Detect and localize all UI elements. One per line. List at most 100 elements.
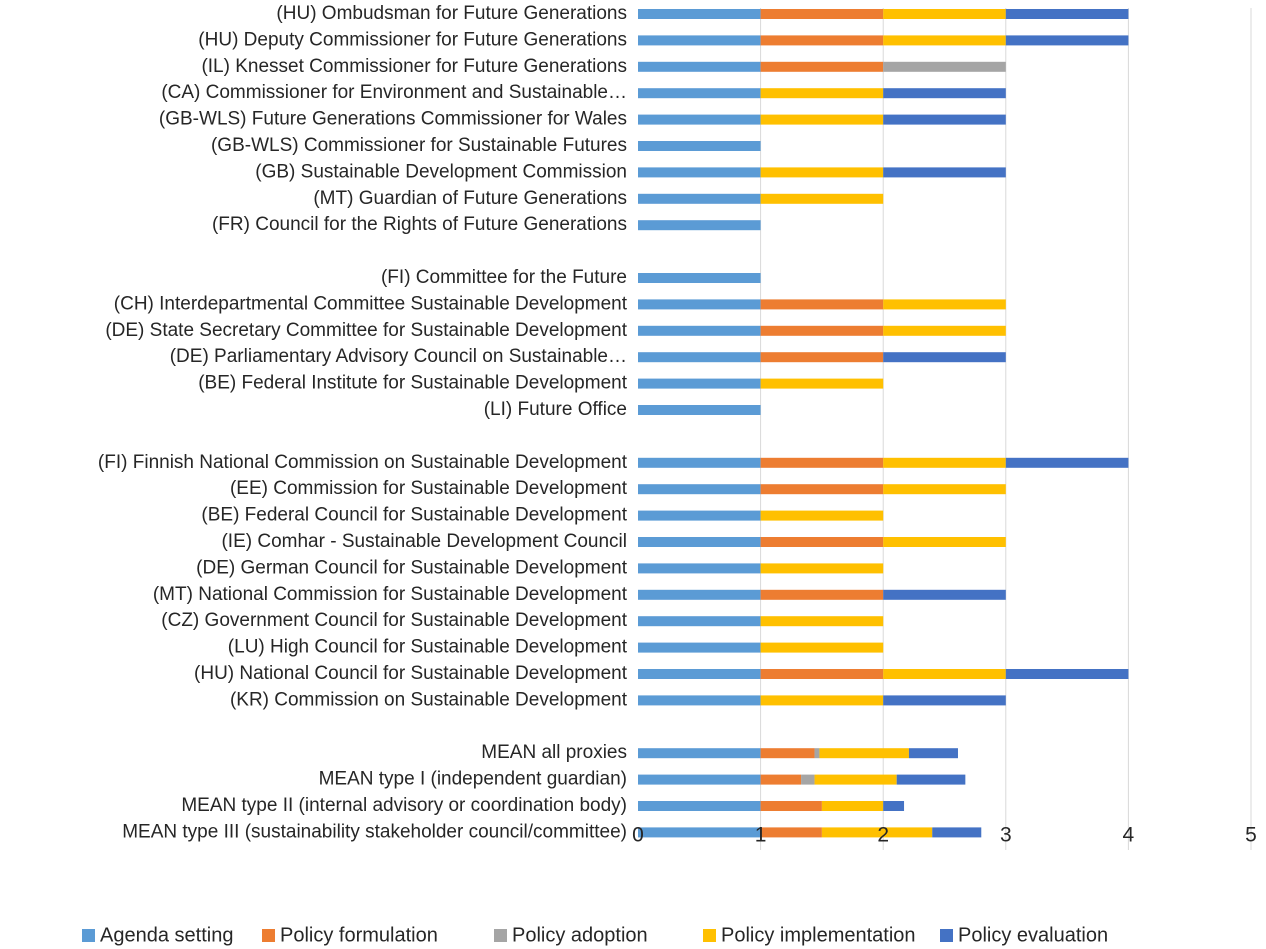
category-label: (FI) Finnish National Commission on Sust… bbox=[98, 452, 628, 473]
bar-segment-agenda-setting bbox=[638, 405, 761, 415]
bar-segment-policy-formulation bbox=[760, 457, 884, 468]
bar-segment-policy-evaluation bbox=[908, 748, 958, 759]
bar-segment-policy-evaluation bbox=[1005, 9, 1129, 19]
x-tick-label-0: 0 bbox=[632, 824, 644, 847]
category-label: (FI) Committee for the Future bbox=[381, 267, 627, 288]
category-label: MEAN type III (sustainability stakeholde… bbox=[122, 821, 627, 842]
bar-segment-policy-evaluation bbox=[883, 88, 1006, 99]
legend-swatch-policy-implementation bbox=[703, 929, 716, 942]
bar-segment-agenda-setting bbox=[638, 801, 761, 811]
bar-segment-policy-formulation bbox=[760, 325, 884, 336]
bar-segment-agenda-setting bbox=[638, 748, 761, 759]
bar-segment-agenda-setting bbox=[638, 352, 761, 363]
gridlines bbox=[760, 8, 1252, 850]
bar-segment-policy-implementation bbox=[883, 325, 1006, 336]
x-axis-tick-labels: 0 1 2 3 4 5 bbox=[632, 824, 1257, 847]
bar-segment-agenda-setting bbox=[638, 220, 761, 231]
bar-segment-policy-formulation bbox=[760, 352, 884, 363]
bar-segment-agenda-setting bbox=[638, 537, 761, 547]
bar-segment-policy-implementation bbox=[821, 827, 933, 838]
bar-segment-policy-implementation bbox=[883, 484, 1006, 495]
bar-segment-agenda-setting bbox=[638, 325, 761, 336]
bar-segment-policy-evaluation bbox=[883, 589, 1006, 600]
category-label: (GB) Sustainable Development Commission bbox=[255, 161, 627, 182]
bar-segment-policy-evaluation bbox=[883, 695, 1006, 706]
bar-segment-agenda-setting bbox=[638, 457, 761, 468]
bar-segment-policy-implementation bbox=[760, 695, 884, 706]
category-label: (BE) Federal Council for Sustainable Dev… bbox=[201, 505, 627, 526]
bar-segment-agenda-setting bbox=[638, 114, 761, 125]
bars bbox=[638, 9, 1129, 838]
bar-segment-agenda-setting bbox=[638, 774, 761, 785]
category-label: MEAN type I (independent guardian) bbox=[319, 769, 627, 790]
bar-segment-policy-implementation bbox=[883, 9, 1006, 19]
bar-segment-policy-formulation bbox=[760, 669, 884, 679]
bar-segment-policy-implementation bbox=[760, 378, 884, 389]
bar-segment-policy-evaluation bbox=[883, 352, 1006, 363]
bar-segment-agenda-setting bbox=[638, 273, 761, 283]
x-tick-label-2: 2 bbox=[877, 824, 889, 847]
category-label: (LU) High Council for Sustainable Develo… bbox=[228, 637, 628, 658]
bar-segment-policy-formulation bbox=[760, 61, 884, 72]
category-label: (GB-WLS) Future Generations Commissioner… bbox=[159, 109, 627, 130]
bar-segment-agenda-setting bbox=[638, 510, 761, 521]
bar-segment-policy-implementation bbox=[883, 457, 1006, 468]
legend-label-policy-formulation: Policy formulation bbox=[280, 924, 438, 946]
bar-segment-policy-implementation bbox=[814, 774, 897, 785]
category-label: (CH) Interdepartmental Committee Sustain… bbox=[114, 293, 628, 314]
bar-segment-policy-evaluation bbox=[883, 167, 1006, 178]
legend-swatch-policy-adoption bbox=[494, 929, 507, 942]
category-label: (DE) State Secretary Committee for Susta… bbox=[105, 320, 627, 341]
category-labels: (HU) Ombudsman for Future Generations (HU… bbox=[98, 3, 628, 842]
bar-segment-policy-implementation bbox=[883, 35, 1006, 46]
bar-segment-policy-formulation bbox=[760, 774, 802, 785]
category-label: (CA) Commissioner for Environment and Su… bbox=[161, 82, 627, 103]
category-label: MEAN type II (internal advisory or coord… bbox=[181, 795, 627, 816]
category-label: (DE) Parliamentary Advisory Council on S… bbox=[170, 346, 627, 367]
bar-segment-agenda-setting bbox=[638, 61, 761, 72]
category-label: (KR) Commission on Sustainable Developme… bbox=[230, 689, 628, 710]
bar-segment-policy-formulation bbox=[760, 589, 884, 600]
category-label: (BE) Federal Institute for Sustainable D… bbox=[198, 373, 627, 394]
bar-segment-agenda-setting bbox=[638, 616, 761, 627]
bar-segment-policy-implementation bbox=[760, 114, 884, 125]
bar-segment-policy-adoption bbox=[801, 774, 815, 785]
bar-segment-agenda-setting bbox=[638, 484, 761, 495]
bar-segment-agenda-setting bbox=[638, 827, 761, 838]
bar-segment-agenda-setting bbox=[638, 589, 761, 600]
bar-segment-policy-evaluation bbox=[932, 827, 982, 838]
legend-swatch-policy-evaluation bbox=[940, 929, 953, 942]
bar-segment-agenda-setting bbox=[638, 299, 761, 310]
legend-label-agenda-setting: Agenda setting bbox=[100, 924, 233, 946]
category-label: (HU) Deputy Commissioner for Future Gene… bbox=[198, 29, 627, 50]
bar-segment-agenda-setting bbox=[638, 563, 761, 574]
bar-segment-policy-implementation bbox=[760, 563, 884, 574]
bar-segment-agenda-setting bbox=[638, 141, 761, 151]
legend-label-policy-evaluation: Policy evaluation bbox=[958, 924, 1108, 946]
bar-segment-policy-implementation bbox=[883, 669, 1006, 679]
bar-segment-policy-implementation bbox=[760, 167, 884, 178]
category-label: MEAN all proxies bbox=[481, 742, 627, 763]
category-label: (MT) National Commission for Sustainable… bbox=[153, 584, 628, 605]
legend-swatch-agenda-setting bbox=[82, 929, 95, 942]
bar-segment-policy-formulation bbox=[760, 299, 884, 310]
bar-segment-agenda-setting bbox=[638, 193, 761, 204]
bar-segment-policy-formulation bbox=[760, 748, 815, 759]
bar-segment-policy-implementation bbox=[760, 510, 884, 521]
legend-label-policy-adoption: Policy adoption bbox=[512, 924, 648, 946]
category-label: (HU) National Council for Sustainable De… bbox=[194, 663, 628, 684]
category-label: (EE) Commission for Sustainable Developm… bbox=[230, 478, 628, 499]
bar-segment-policy-formulation bbox=[760, 35, 884, 46]
bar-segment-policy-implementation bbox=[821, 801, 884, 811]
bar-segment-policy-implementation bbox=[760, 642, 884, 653]
bar-segment-agenda-setting bbox=[638, 669, 761, 679]
bar-segment-agenda-setting bbox=[638, 695, 761, 706]
bar-segment-policy-evaluation bbox=[896, 774, 966, 785]
bar-segment-policy-implementation bbox=[883, 537, 1006, 547]
legend: Agenda setting Policy formulation Policy a… bbox=[82, 924, 1108, 946]
bar-segment-policy-implementation bbox=[760, 193, 884, 204]
legend-swatch-policy-formulation bbox=[262, 929, 275, 942]
category-label: (GB-WLS) Commissioner for Sustainable Fu… bbox=[211, 135, 627, 156]
x-tick-label-1: 1 bbox=[755, 824, 767, 847]
